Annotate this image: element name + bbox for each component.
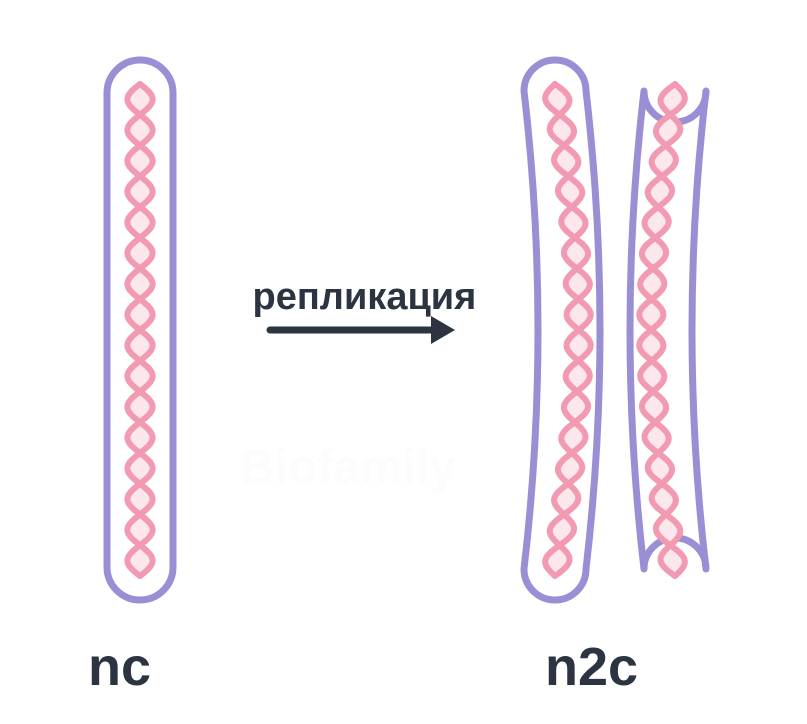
chromatid-pair (524, 60, 706, 600)
arrow-head-icon (431, 316, 455, 344)
formula-after: n2c (545, 640, 638, 694)
diagram-svg (0, 0, 807, 724)
arrow-label: репликация (253, 278, 477, 316)
diagram-stage: репликация nc n2c Biofamily (0, 0, 807, 724)
replication-arrow (270, 316, 455, 344)
formula-before: nc (88, 640, 151, 694)
watermark: Biofamily (240, 440, 456, 495)
chromatid-single (107, 60, 173, 600)
